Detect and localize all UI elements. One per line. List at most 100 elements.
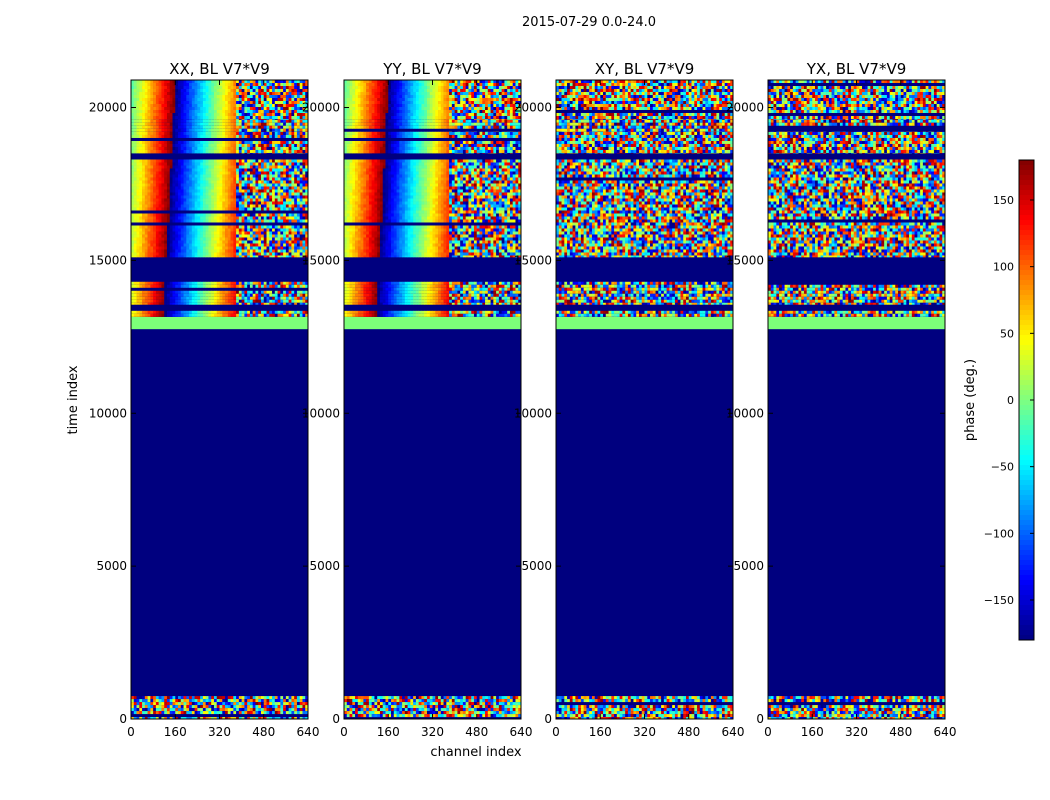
band-signal	[131, 159, 308, 257]
colorbar-step	[1019, 310, 1034, 315]
colorbar-step	[1019, 400, 1034, 405]
colorbar-step	[1019, 355, 1034, 360]
colorbar-step	[1019, 440, 1034, 445]
band-signal	[131, 132, 308, 153]
panel-xy: XY, BL V7*V90160320480640050001000015000…	[514, 60, 745, 739]
colorbar-step	[1019, 240, 1034, 245]
colorbar-step	[1019, 565, 1034, 570]
x-tick-label: 0	[552, 725, 560, 739]
x-tick-label: 320	[845, 725, 868, 739]
colorbar-step	[1019, 255, 1034, 260]
y-tick-label: 0	[544, 712, 552, 726]
band-zero-phase	[556, 317, 733, 329]
colorbar-step	[1019, 275, 1034, 280]
band-signal	[131, 80, 308, 120]
colorbar-step	[1019, 605, 1034, 610]
colorbar-step	[1019, 620, 1034, 625]
y-tick-label: 10000	[302, 406, 340, 420]
colorbar-step	[1019, 380, 1034, 385]
band-zero-phase	[131, 317, 308, 329]
y-tick-label: 20000	[514, 101, 552, 115]
colorbar-step	[1019, 315, 1034, 320]
colorbar-step	[1019, 470, 1034, 475]
colorbar-step	[1019, 340, 1034, 345]
colorbar-step	[1019, 265, 1034, 270]
colorbar-step	[1019, 370, 1034, 375]
colorbar-step	[1019, 420, 1034, 425]
colorbar-step	[1019, 455, 1034, 460]
colorbar-tick-label: −100	[984, 527, 1014, 540]
colorbar-step	[1019, 175, 1034, 180]
colorbar-step	[1019, 625, 1034, 630]
colorbar-step	[1019, 445, 1034, 450]
colorbar-tick-label: −50	[991, 461, 1014, 474]
x-tick-label: 160	[164, 725, 187, 739]
y-tick-label: 0	[332, 712, 340, 726]
colorbar-step	[1019, 160, 1034, 165]
colorbar-step	[1019, 350, 1034, 355]
colorbar-step	[1019, 480, 1034, 485]
colorbar-step	[1019, 500, 1034, 505]
colorbar-step	[1019, 585, 1034, 590]
colorbar-step	[1019, 185, 1034, 190]
colorbar-step	[1019, 610, 1034, 615]
y-tick-label: 5000	[96, 559, 127, 573]
colorbar-step	[1019, 460, 1034, 465]
colorbar-tick-label: 0	[1007, 394, 1014, 407]
x-tick-label: 320	[633, 725, 656, 739]
colorbar: −150−100−50050100150	[984, 160, 1034, 640]
colorbar-step	[1019, 575, 1034, 580]
band-signal	[768, 159, 945, 257]
band-signal	[768, 132, 945, 153]
y-tick-label: 10000	[514, 406, 552, 420]
x-tick-label: 160	[801, 725, 824, 739]
colorbar-step	[1019, 235, 1034, 240]
colorbar-step	[1019, 570, 1034, 575]
x-tick-label: 480	[252, 725, 275, 739]
colorbar-step	[1019, 525, 1034, 530]
colorbar-step	[1019, 560, 1034, 565]
panel-title: XX, BL V7*V9	[169, 60, 270, 78]
figure: 2015-07-29 0.0-24.0 XX, BL V7*V9 0 160 320 4…	[0, 0, 1050, 800]
colorbar-step	[1019, 345, 1034, 350]
y-tick-label: 20000	[302, 101, 340, 115]
colorbar-step	[1019, 305, 1034, 310]
band-signal	[344, 282, 521, 305]
colorbar-step	[1019, 490, 1034, 495]
colorbar-step	[1019, 520, 1034, 525]
x-tick-label: 0	[764, 725, 772, 739]
colorbar-step	[1019, 450, 1034, 455]
x-tick-label: 640	[297, 725, 320, 739]
colorbar-step	[1019, 360, 1034, 365]
colorbar-step	[1019, 510, 1034, 515]
colorbar-step	[1019, 385, 1034, 390]
band-signal	[556, 159, 733, 257]
x-axis-label: channel index	[430, 745, 521, 760]
colorbar-step	[1019, 410, 1034, 415]
colorbar-step	[1019, 290, 1034, 295]
colorbar-step	[1019, 220, 1034, 225]
band-signal	[131, 120, 308, 132]
colorbar-step	[1019, 530, 1034, 535]
colorbar-step	[1019, 330, 1034, 335]
band-signal	[556, 132, 733, 153]
band-signal	[556, 311, 733, 317]
y-tick-label: 0	[756, 712, 764, 726]
figure-title: 2015-07-29 0.0-24.0	[522, 15, 656, 30]
colorbar-step	[1019, 630, 1034, 635]
y-tick-label: 10000	[726, 406, 764, 420]
colorbar-step	[1019, 215, 1034, 220]
colorbar-step	[1019, 555, 1034, 560]
x-tick-label: 480	[465, 725, 488, 739]
colorbar-step	[1019, 430, 1034, 435]
colorbar-step	[1019, 545, 1034, 550]
y-tick-label: 5000	[733, 559, 764, 573]
colorbar-step	[1019, 485, 1034, 490]
y-tick-label: 15000	[302, 253, 340, 267]
colorbar-step	[1019, 375, 1034, 380]
y-tick-label: 5000	[309, 559, 340, 573]
band-signal	[768, 311, 945, 317]
x-tick-label: 0	[340, 725, 348, 739]
colorbar-step	[1019, 415, 1034, 420]
colorbar-step	[1019, 365, 1034, 370]
